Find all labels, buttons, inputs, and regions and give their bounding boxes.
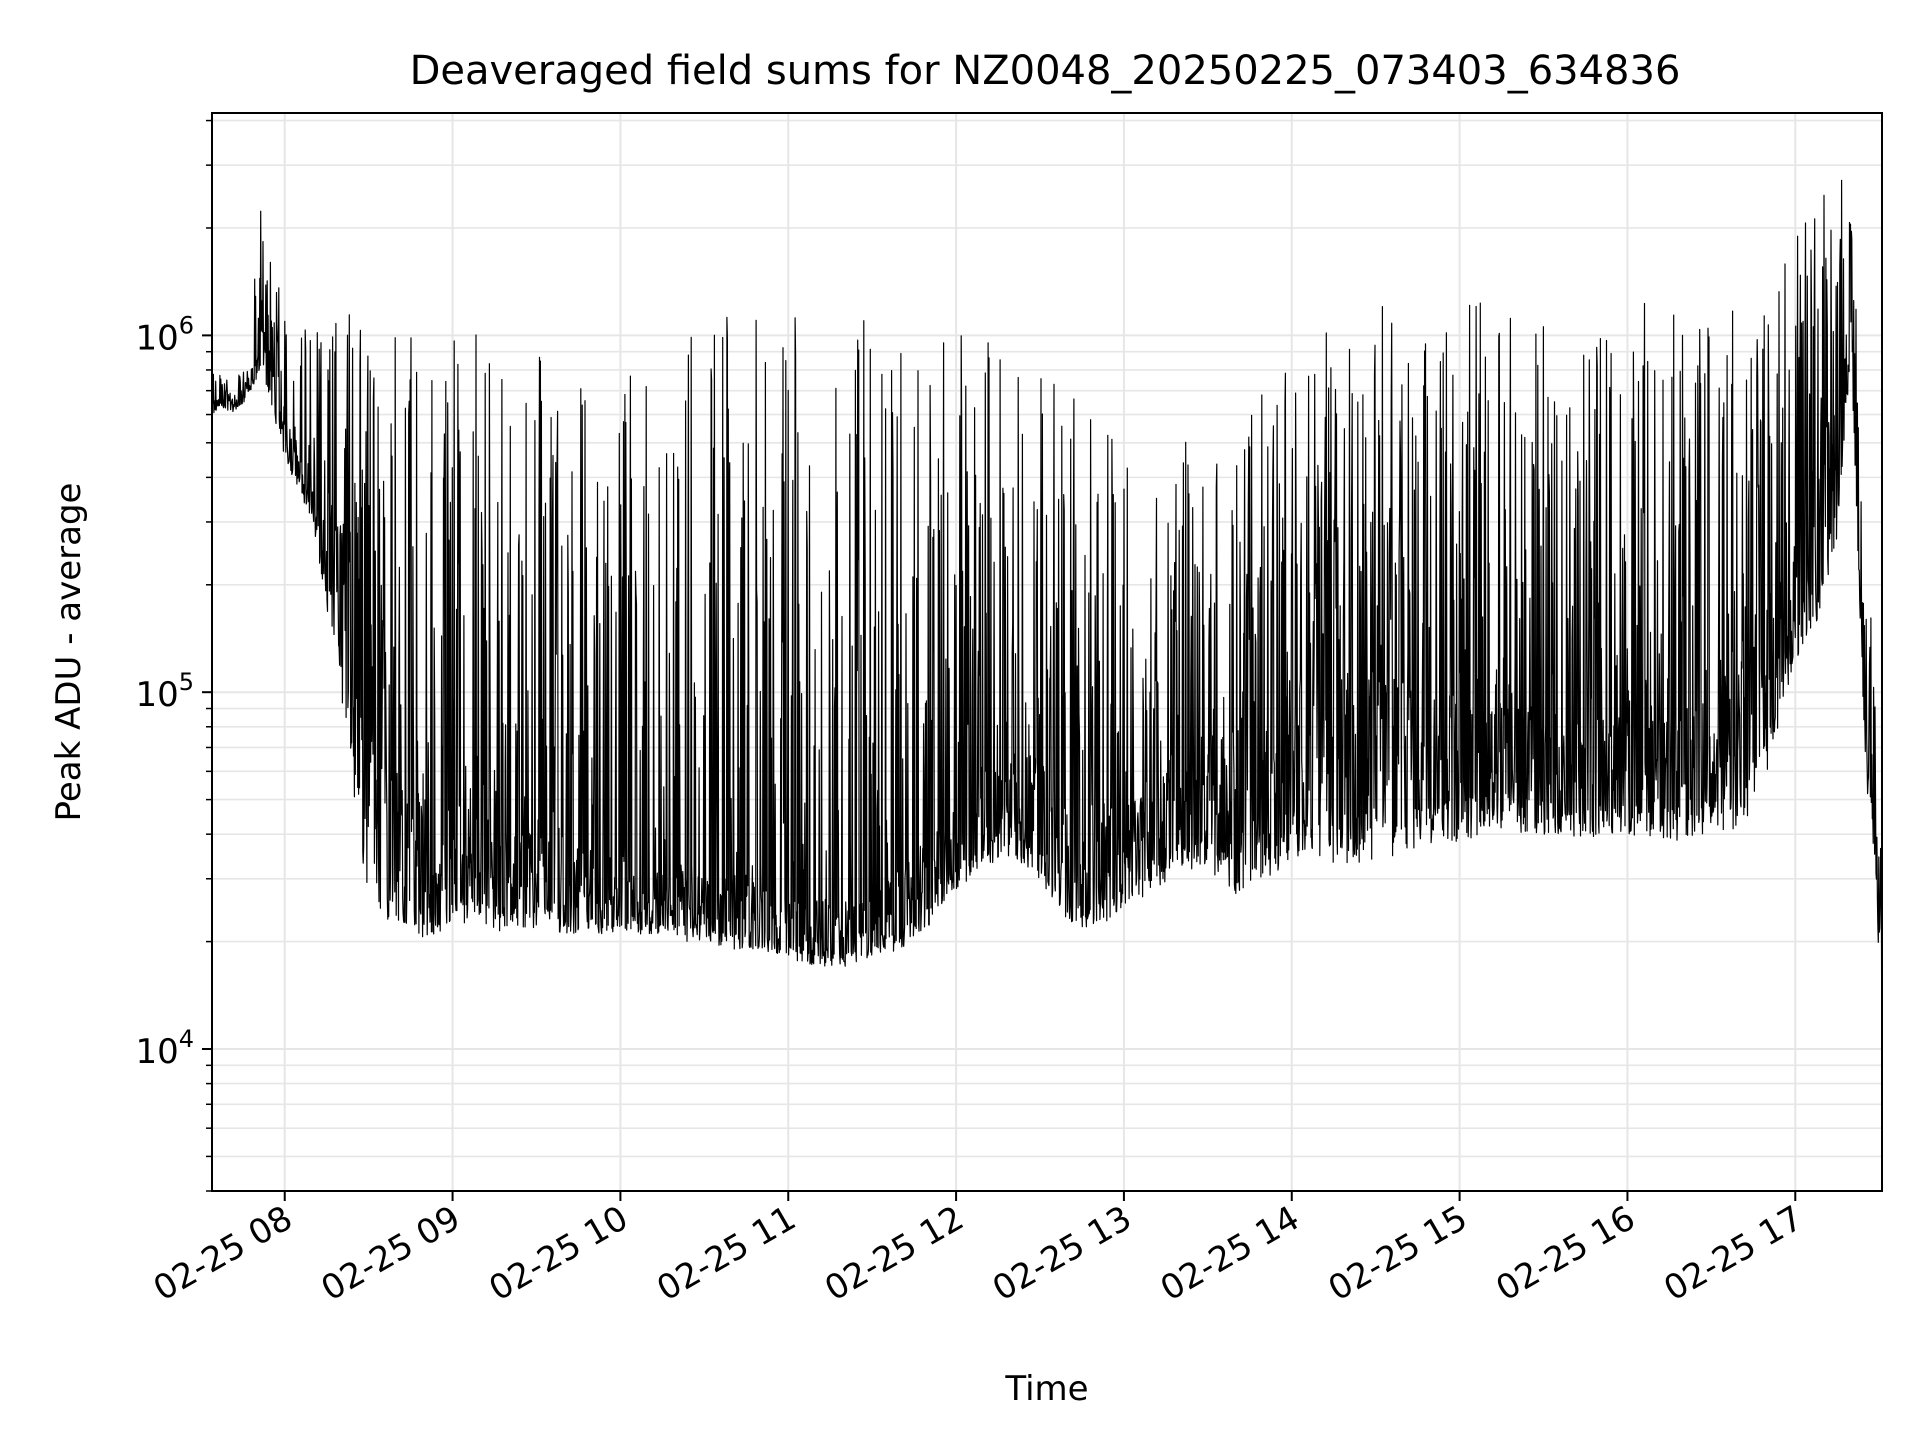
x-axis-label: Time <box>1004 1369 1088 1409</box>
plot-area <box>212 179 1882 1128</box>
y-tick-base: 10 <box>135 318 178 358</box>
y-tick-label: 106 <box>135 311 194 358</box>
y-axis-label: Peak ADU - average <box>49 483 89 822</box>
y-tick-exponent: 6 <box>179 311 194 339</box>
chart-title: Deaveraged field sums for NZ0048_2025022… <box>410 48 1681 94</box>
series-layer <box>212 179 1882 1128</box>
y-tick-label: 105 <box>135 668 194 715</box>
plot-frame <box>211 112 1883 1192</box>
y-tick-base: 10 <box>135 1032 178 1072</box>
y-tick-label: 104 <box>135 1025 194 1072</box>
y-tick-exponent: 4 <box>179 1025 194 1053</box>
y-tick-base: 10 <box>135 675 178 715</box>
series-line <box>212 179 1882 1128</box>
y-tick-exponent: 5 <box>179 668 194 696</box>
